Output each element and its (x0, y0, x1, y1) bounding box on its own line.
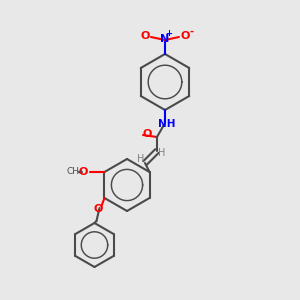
Text: NH: NH (158, 119, 176, 129)
Text: H: H (137, 154, 145, 164)
Text: CH₃: CH₃ (66, 167, 83, 176)
Text: H: H (158, 148, 166, 158)
Text: O: O (94, 204, 103, 214)
Text: O: O (180, 31, 190, 41)
Text: -: - (189, 27, 193, 37)
Text: N: N (160, 34, 169, 44)
Text: +: + (166, 29, 172, 38)
Text: O: O (142, 129, 152, 139)
Text: O: O (140, 31, 150, 41)
Text: O: O (79, 167, 88, 177)
